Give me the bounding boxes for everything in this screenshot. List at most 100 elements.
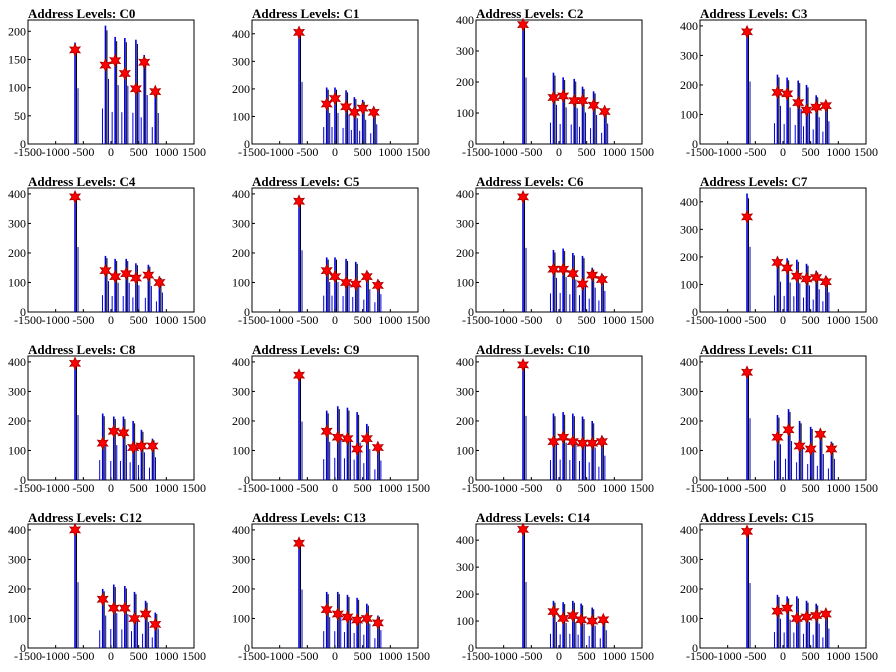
y-tick-label: 100: [232, 443, 250, 457]
peak-marker: [814, 427, 827, 442]
peak-marker: [576, 93, 589, 108]
y-tick-label: 400: [8, 187, 26, 201]
y-tick-label: 300: [680, 48, 698, 62]
x-tick-label: 0: [332, 145, 338, 159]
histogram-panel: Address Levels: C12 0 100 200 300 400 -1500 -10…: [0, 504, 224, 672]
x-tick-label: -500: [72, 649, 94, 663]
x-tick-label: 500: [578, 481, 596, 495]
x-tick-label: -1500: [462, 649, 490, 663]
x-tick-label: 1000: [378, 145, 402, 159]
peak-marker: [781, 86, 794, 101]
histogram-svg: 0 100 200 300 400 -1500 -1000 -500 0 500 1000 1500: [232, 187, 430, 327]
y-tick-label: 200: [8, 414, 26, 428]
peak-marker: [516, 357, 530, 372]
y-tick-label: 200: [8, 24, 26, 38]
peak-marker: [771, 604, 784, 619]
x-tick-label: -1000: [714, 313, 742, 327]
panel-title: Address Levels: C14: [476, 510, 590, 525]
y-tick-label: 400: [456, 13, 474, 27]
x-tick-label: 0: [108, 649, 114, 663]
histogram-panel: Address Levels: C4 0 100 200 300 400 -1500 -100…: [0, 168, 224, 336]
x-tick-label: 1500: [182, 145, 206, 159]
plot-frame: [475, 355, 643, 481]
peak-marker: [146, 439, 159, 454]
x-tick-label: 1500: [406, 313, 430, 327]
peak-marker: [118, 601, 131, 616]
y-tick-label: 200: [8, 246, 26, 260]
x-tick-label: 1500: [182, 481, 206, 495]
y-tick-label: 400: [232, 355, 250, 369]
x-tick-label: 1000: [602, 481, 626, 495]
y-tick-label: 100: [680, 611, 698, 625]
peak-marker: [68, 356, 82, 371]
x-tick-label: -1500: [14, 649, 42, 663]
peak-marker: [328, 269, 342, 284]
peak-marker: [341, 431, 354, 446]
x-tick-label: 1000: [602, 145, 626, 159]
peak-marker: [371, 615, 384, 630]
peak-marker: [819, 274, 832, 289]
peak-marker: [153, 275, 166, 290]
x-tick-label: -1000: [42, 649, 70, 663]
x-tick-label: 0: [332, 313, 338, 327]
panel-title: Address Levels: C0: [28, 6, 136, 21]
histogram-svg: 0 100 200 300 400 -1500 -1000 -500 0 500 1000 1500: [8, 355, 206, 495]
x-tick-label: 1000: [154, 313, 178, 327]
plot-frame: [27, 19, 195, 145]
x-tick-label: 0: [108, 481, 114, 495]
peak-marker: [793, 439, 806, 454]
y-tick-label: 300: [232, 384, 250, 398]
peak-marker: [371, 278, 384, 293]
peak-marker: [771, 85, 784, 100]
x-tick-label: -1000: [490, 649, 518, 663]
x-tick-label: 1500: [630, 481, 654, 495]
x-tick-label: -1500: [686, 145, 714, 159]
y-tick-label: 300: [232, 552, 250, 566]
y-tick-label: 0: [20, 641, 26, 655]
peak-marker: [129, 271, 142, 286]
histogram-svg: 0 100 200 300 400 -1500 -1000 -500 0 500 1000 1500: [680, 19, 878, 159]
histogram-panel: Address Levels: C15 0 100 200 300 400 -1500 -10…: [672, 504, 896, 672]
peak-marker: [320, 97, 333, 112]
y-tick-label: 150: [8, 52, 26, 66]
peak-marker: [557, 88, 570, 103]
peak-marker: [120, 266, 133, 281]
y-tick-label: 400: [8, 523, 26, 537]
histogram-panel: Address Levels: C8 0 100 200 300 400 -1500 -100…: [0, 336, 224, 504]
peak-marker: [129, 81, 142, 96]
x-tick-label: -1500: [462, 481, 490, 495]
y-tick-label: 200: [456, 246, 474, 260]
panel-title: Address Levels: C11: [700, 342, 814, 357]
peak-marker: [547, 262, 560, 277]
peak-marker: [800, 271, 813, 286]
x-tick-label: 1000: [826, 649, 850, 663]
panel-title: Address Levels: C1: [252, 6, 360, 21]
peak-marker: [810, 608, 823, 623]
x-tick-label: 1500: [854, 145, 878, 159]
x-tick-label: 500: [578, 145, 596, 159]
x-tick-label: -1000: [266, 481, 294, 495]
peak-marker: [819, 98, 832, 113]
panel-title: Address Levels: C4: [28, 174, 136, 189]
histogram-svg: 0 100 200 300 400 -1500 -1000 -500 0 500 1000 1500: [8, 523, 206, 663]
x-tick-label: 1500: [406, 649, 430, 663]
y-tick-label: 300: [8, 552, 26, 566]
y-tick-label: 0: [468, 641, 474, 655]
y-tick-label: 100: [232, 109, 250, 123]
x-tick-label: -1000: [490, 313, 518, 327]
panel-title: Address Levels: C7: [700, 174, 808, 189]
peak-marker: [576, 436, 589, 451]
peak-marker: [139, 607, 152, 622]
histogram-svg: 0 100 200 300 400 -1500 -1000 -500 0 500 1000 1500: [680, 523, 878, 663]
x-tick-label: 1500: [182, 649, 206, 663]
y-tick-label: 50: [14, 109, 26, 123]
peak-marker: [800, 103, 813, 118]
x-tick-label: -500: [72, 145, 94, 159]
peak-marker: [96, 592, 109, 607]
x-tick-label: -1000: [714, 145, 742, 159]
plot-frame: [699, 355, 867, 481]
y-tick-label: 0: [20, 473, 26, 487]
peak-marker: [598, 104, 611, 119]
peak-marker: [547, 434, 560, 449]
